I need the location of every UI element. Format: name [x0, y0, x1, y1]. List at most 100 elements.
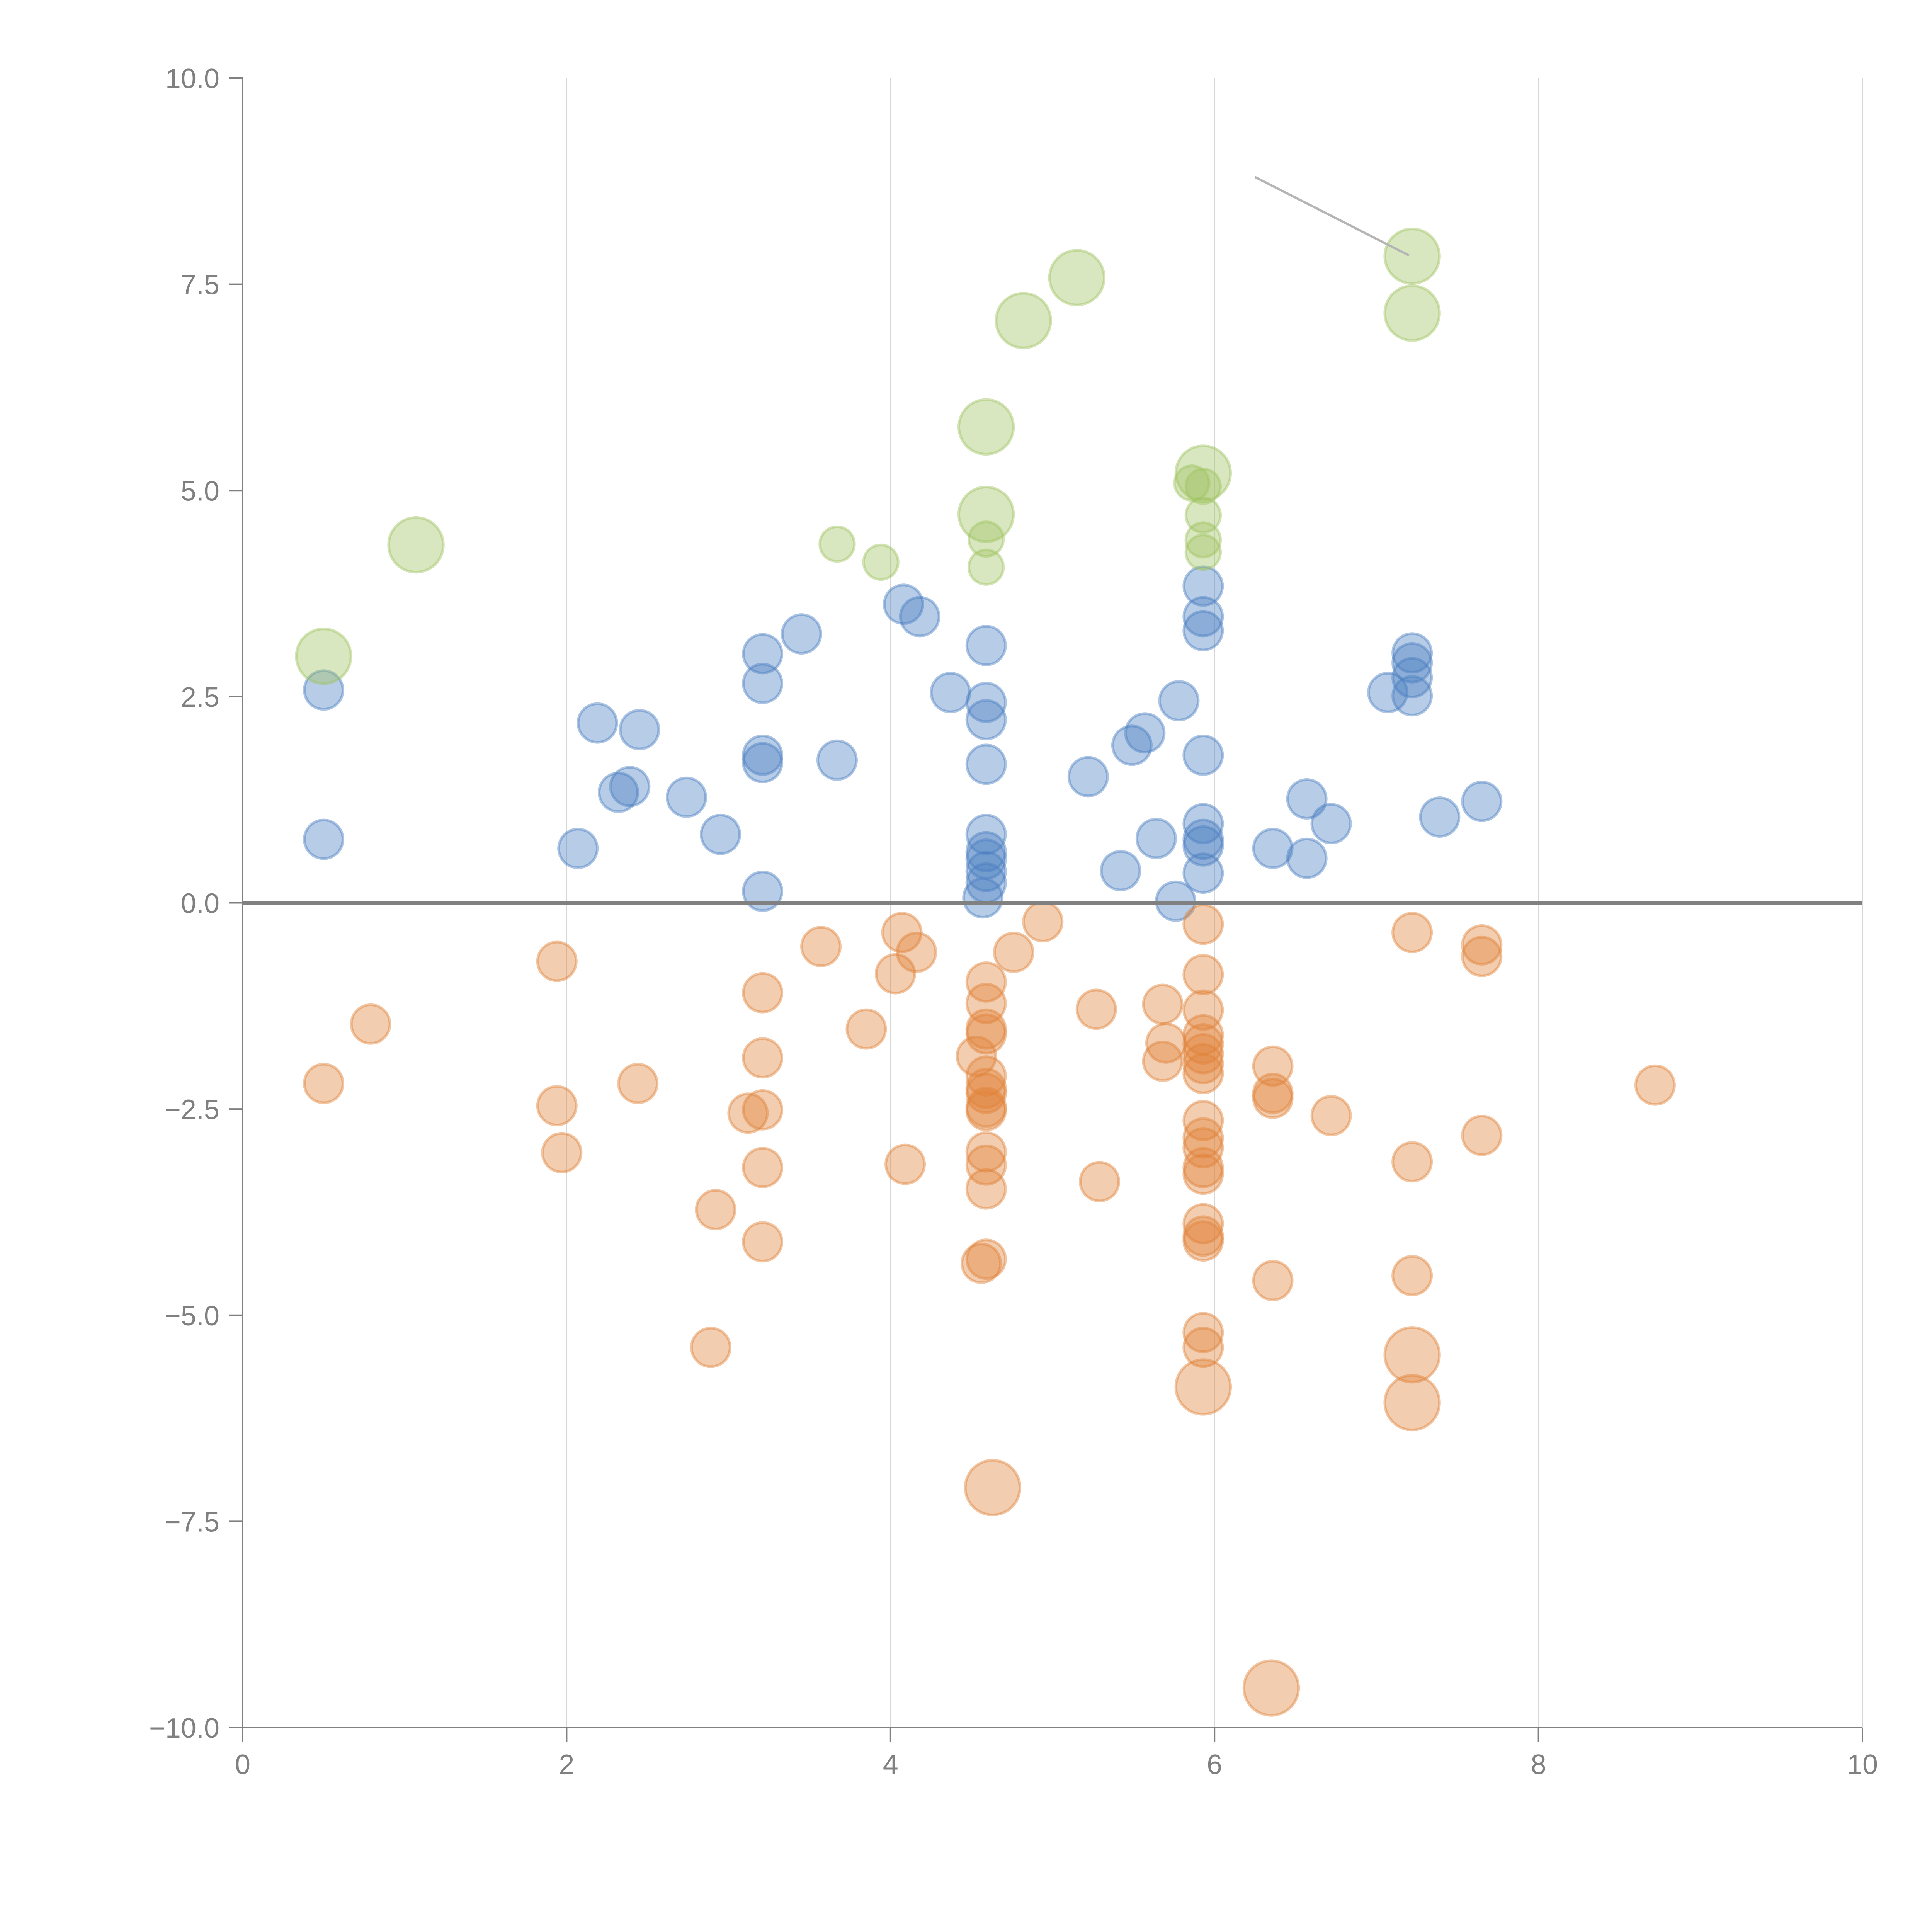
point-orange-43 [1182, 903, 1224, 945]
point-blue-22 [965, 743, 1007, 785]
point-blue-51 [1391, 657, 1433, 699]
point-blue-29 [1067, 756, 1109, 798]
point-orange-23 [965, 1013, 1007, 1055]
point-orange-61 [1174, 1358, 1232, 1416]
point-green-13 [1184, 497, 1222, 534]
point-orange-33 [961, 1242, 1002, 1284]
point-blue-5 [598, 771, 639, 813]
point-orange-19 [884, 1143, 926, 1185]
point-green-1 [387, 516, 445, 574]
point-blue-19 [965, 625, 1007, 667]
point-blue-48 [1367, 672, 1409, 713]
point-orange-13 [742, 1221, 784, 1263]
point-green-11 [1173, 464, 1211, 502]
point-orange-62 [1252, 1045, 1294, 1087]
point-orange-74 [1461, 935, 1503, 977]
annotation-leader-line [1254, 176, 1410, 257]
point-blue-8 [700, 813, 742, 855]
point-blue-3 [577, 702, 618, 744]
x-tick-label: 8 [1531, 1749, 1546, 1780]
point-green-16 [1383, 227, 1441, 285]
point-orange-50 [1182, 1053, 1224, 1094]
point-blue-32 [1124, 712, 1166, 754]
y-tick-label: 7.5 [181, 270, 219, 301]
point-green-5 [957, 485, 1015, 543]
point-orange-7 [690, 1327, 731, 1368]
point-orange-76 [1634, 1064, 1676, 1106]
point-green-7 [967, 548, 1005, 586]
x-tick-label: 6 [1207, 1749, 1222, 1780]
point-orange-73 [1461, 924, 1503, 966]
point-orange-51 [1182, 1100, 1224, 1141]
point-blue-39 [1182, 734, 1224, 776]
point-green-9 [1048, 249, 1106, 306]
point-orange-34 [965, 1238, 1007, 1280]
point-orange-3 [536, 1085, 578, 1127]
point-orange-31 [965, 1144, 1007, 1186]
point-blue-33 [1135, 818, 1177, 859]
point-blue-44 [1252, 828, 1294, 869]
point-blue-10 [742, 663, 784, 704]
point-green-10 [1174, 444, 1232, 502]
point-orange-10 [742, 1037, 784, 1079]
point-orange-60 [1182, 1327, 1224, 1368]
point-orange-25 [965, 1055, 1007, 1097]
point-blue-1 [303, 818, 345, 860]
point-blue-53 [1419, 796, 1461, 838]
point-orange-9 [742, 972, 784, 1014]
point-orange-16 [874, 953, 916, 995]
point-blue-31 [1111, 724, 1153, 766]
point-orange-40 [1142, 983, 1184, 1025]
x-axis-ticks: 0 2 4 6 8 10 [235, 1728, 1878, 1780]
point-orange-38 [1075, 988, 1117, 1030]
point-green-3 [862, 543, 900, 581]
series-blue-points [303, 565, 1503, 922]
point-green-14 [1184, 521, 1222, 559]
point-orange-2 [536, 940, 578, 982]
point-orange-45 [1182, 989, 1224, 1031]
point-orange-36 [993, 932, 1034, 973]
point-orange-4 [541, 1132, 583, 1173]
point-orange-55 [1182, 1153, 1224, 1195]
x-tick-label: 2 [559, 1749, 574, 1780]
point-blue-50 [1391, 642, 1433, 684]
x-tick-label: 4 [883, 1749, 898, 1780]
y-tick-label: 0.0 [181, 888, 219, 919]
point-orange-57 [1182, 1215, 1224, 1257]
point-blue-43 [1182, 852, 1224, 894]
point-orange-11 [742, 1089, 784, 1131]
point-orange-54 [1182, 1147, 1224, 1189]
series-green-points [295, 227, 1441, 685]
point-orange-72 [1383, 1374, 1441, 1432]
point-orange-68 [1391, 912, 1433, 953]
point-blue-45 [1286, 778, 1328, 820]
point-blue-52 [1391, 675, 1433, 717]
point-orange-15 [845, 1008, 887, 1050]
point-orange-75 [1461, 1114, 1503, 1156]
point-green-0 [295, 628, 352, 685]
point-orange-1 [350, 1003, 391, 1045]
point-green-8 [995, 292, 1052, 349]
point-orange-28 [965, 1087, 1007, 1128]
point-blue-17 [899, 596, 940, 638]
point-orange-65 [1252, 1260, 1294, 1301]
point-orange-29 [965, 1090, 1007, 1131]
point-orange-37 [1022, 901, 1064, 943]
point-blue-46 [1286, 837, 1328, 879]
point-orange-26 [965, 1068, 1007, 1109]
point-orange-67 [1310, 1095, 1352, 1136]
point-green-15 [1184, 534, 1222, 571]
point-blue-40 [1182, 803, 1224, 845]
y-tick-label: −2.5 [165, 1094, 219, 1125]
point-blue-35 [1158, 680, 1200, 722]
point-orange-64 [1252, 1077, 1294, 1119]
point-orange-59 [1182, 1312, 1224, 1354]
series-orange-points [303, 901, 1676, 1717]
point-orange-42 [1142, 1040, 1184, 1082]
point-orange-30 [965, 1131, 1007, 1173]
y-axis-ticks: 10.0 7.5 5.0 2.5 0.0 −2.5 −5.0 −7.5 −10.0 [149, 63, 243, 1744]
y-tick-label: −10.0 [149, 1713, 219, 1744]
point-blue-18 [930, 672, 971, 713]
point-blue-12 [742, 742, 784, 784]
